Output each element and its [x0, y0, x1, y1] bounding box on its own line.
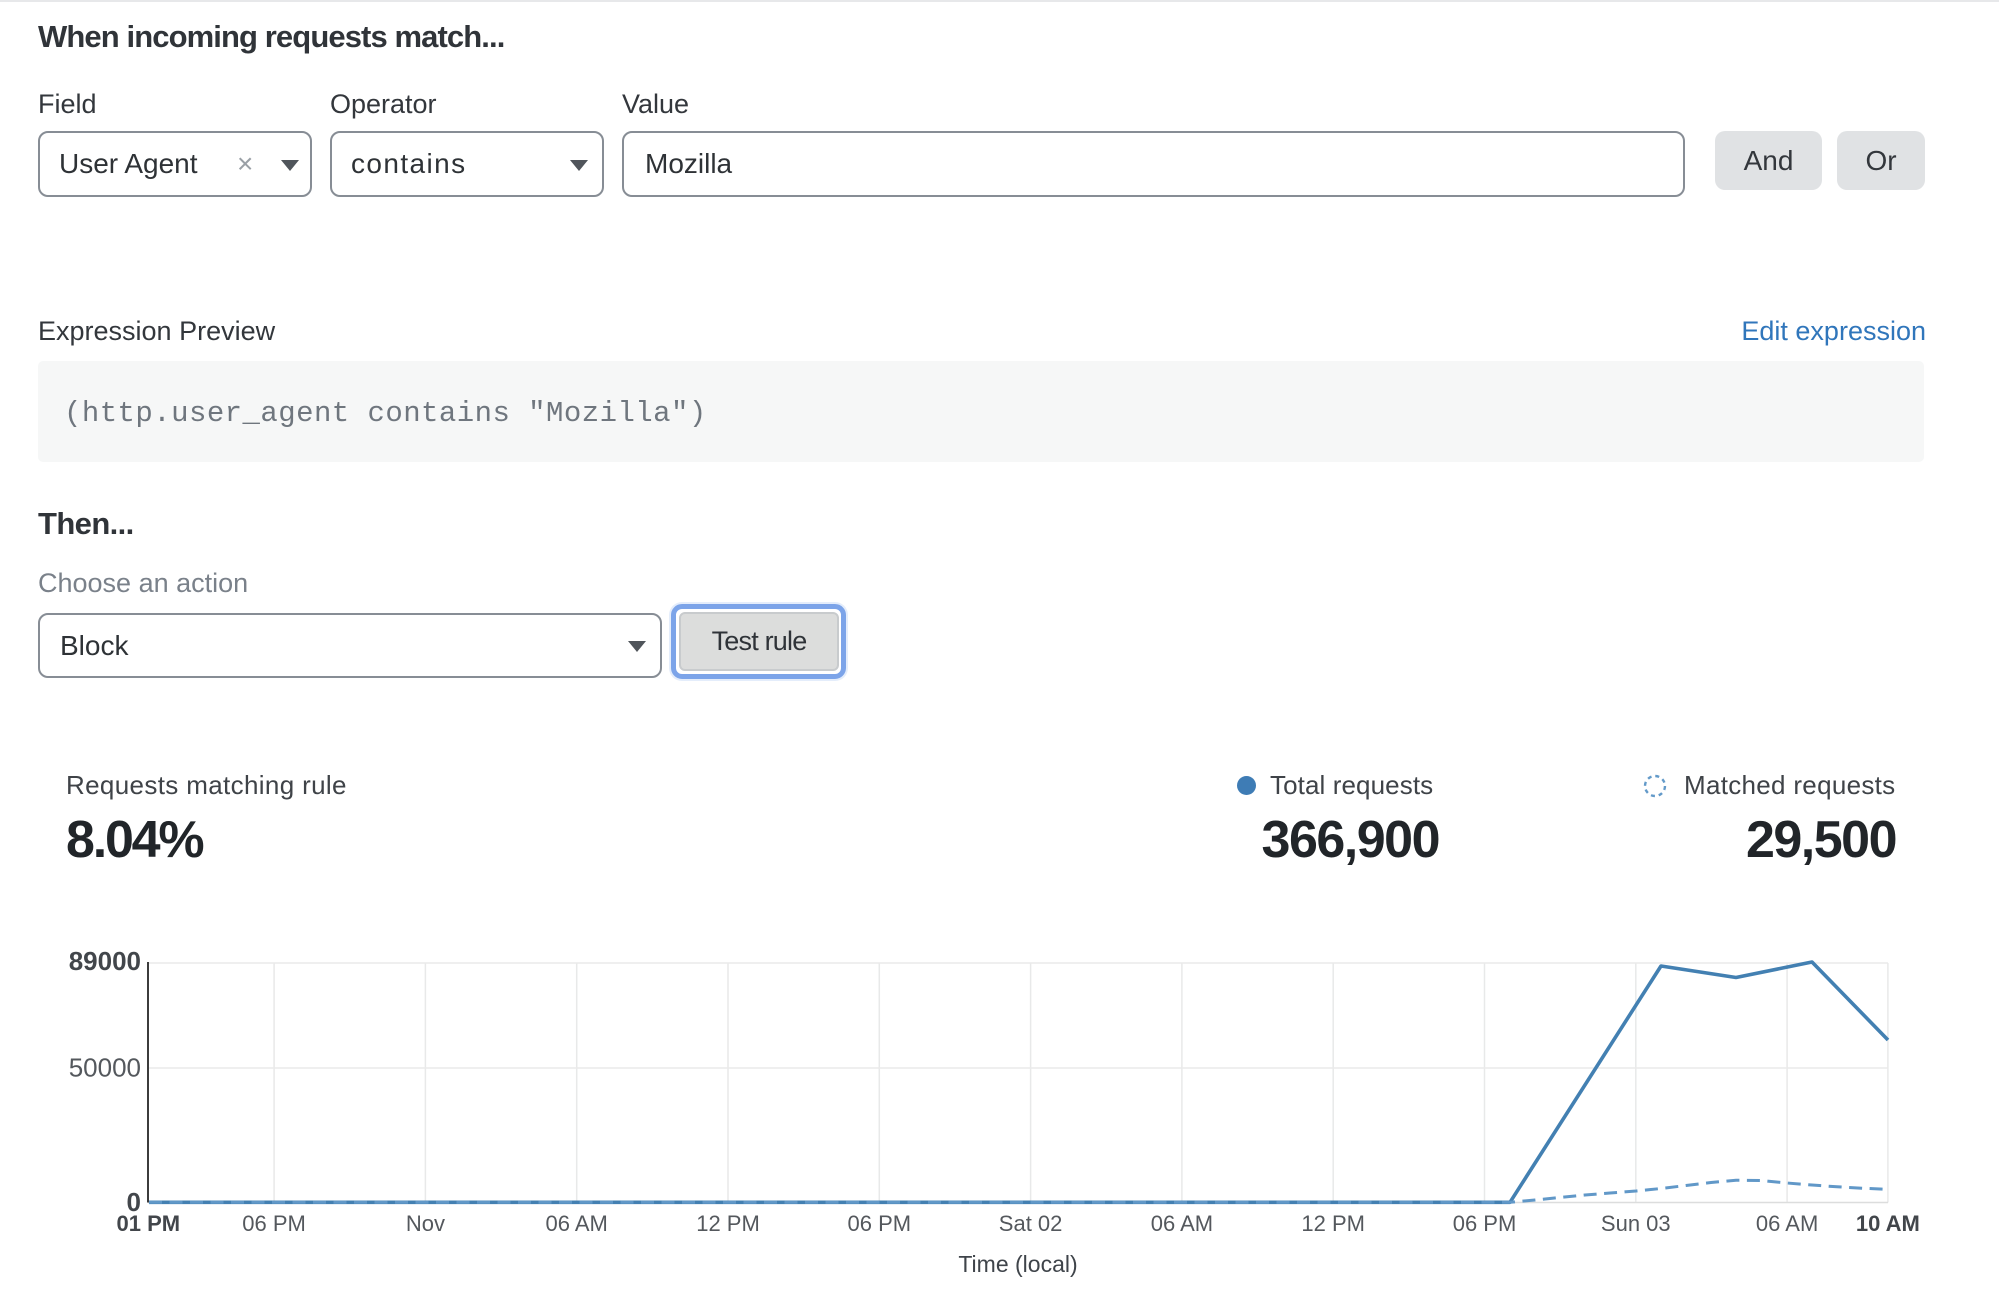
svg-text:89000: 89000: [69, 946, 141, 976]
svg-text:06 AM: 06 AM: [1756, 1211, 1818, 1236]
svg-text:Sat 02: Sat 02: [999, 1211, 1063, 1236]
svg-text:06 AM: 06 AM: [1151, 1211, 1213, 1236]
svg-text:06 PM: 06 PM: [242, 1211, 306, 1236]
svg-text:0: 0: [127, 1187, 141, 1217]
svg-text:12 PM: 12 PM: [696, 1211, 760, 1236]
svg-text:01 PM: 01 PM: [117, 1211, 181, 1236]
svg-text:50000: 50000: [69, 1053, 141, 1083]
svg-text:06 PM: 06 PM: [848, 1211, 912, 1236]
svg-text:06 AM: 06 AM: [546, 1211, 608, 1236]
svg-text:12 PM: 12 PM: [1301, 1211, 1365, 1236]
svg-text:Nov: Nov: [406, 1211, 445, 1236]
svg-text:06 PM: 06 PM: [1453, 1211, 1517, 1236]
svg-text:Sun 03: Sun 03: [1601, 1211, 1671, 1236]
svg-text:10 AM: 10 AM: [1856, 1211, 1920, 1236]
svg-text:Time (local): Time (local): [958, 1251, 1077, 1277]
